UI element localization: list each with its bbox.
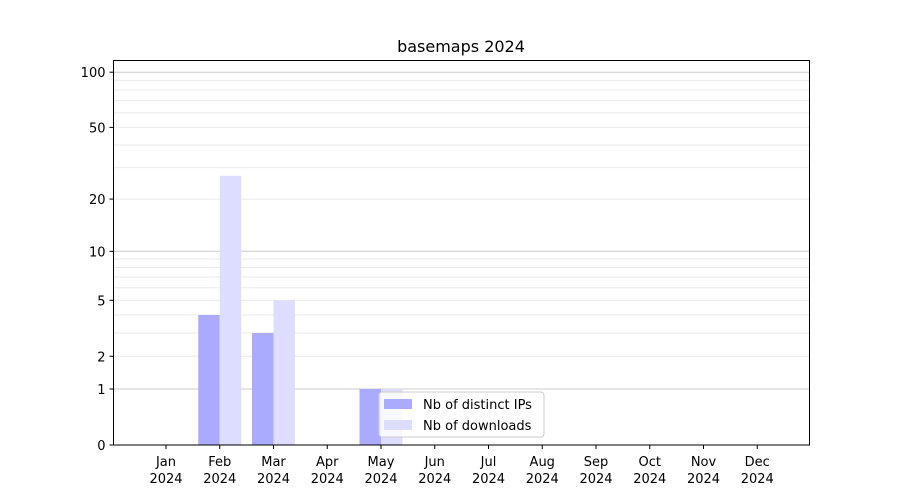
- bar-distinct-ips: [359, 389, 381, 445]
- bar-distinct-ips: [198, 314, 220, 445]
- x-tick-label-year: 2024: [418, 472, 451, 487]
- x-tick-label: Mar: [261, 455, 286, 470]
- x-tick-label-year: 2024: [579, 472, 612, 487]
- x-tick-label: Sep: [584, 455, 609, 470]
- x-tick-label: Nov: [691, 455, 717, 470]
- x-tick-label-year: 2024: [687, 472, 720, 487]
- legend-label: Nb of downloads: [423, 419, 532, 434]
- y-tick-label: 100: [81, 66, 106, 81]
- x-tick-label-year: 2024: [633, 472, 666, 487]
- x-tick-label: Aug: [530, 455, 555, 470]
- legend: Nb of distinct IPs Nb of downloads: [378, 391, 545, 438]
- x-tick-label: Oct: [639, 455, 661, 470]
- y-tick-label: 0: [97, 439, 105, 454]
- bar-downloads: [273, 300, 295, 445]
- legend-box: [378, 391, 545, 438]
- chart-title: basemaps 2024: [397, 37, 525, 56]
- x-tick-label: May: [368, 455, 395, 470]
- x-tick-label-year: 2024: [203, 472, 236, 487]
- x-tick-label: Apr: [316, 455, 339, 470]
- x-tick-label-year: 2024: [257, 472, 290, 487]
- x-axis: Jan 2024 Feb 2024 Mar 2024 Apr 2024 May 2024 Jun 20…: [149, 445, 774, 487]
- y-tick-label: 5: [97, 294, 105, 309]
- y-tick-label: 2: [97, 350, 105, 365]
- bars: [198, 175, 403, 445]
- y-tick-label: 1: [97, 383, 105, 398]
- bar-downloads: [219, 175, 242, 445]
- legend-label: Nb of distinct IPs: [423, 398, 532, 413]
- y-tick-label: 50: [89, 121, 106, 136]
- x-tick-label-year: 2024: [472, 472, 505, 487]
- x-tick-label: Jun: [424, 455, 445, 470]
- x-tick-label-year: 2024: [526, 472, 559, 487]
- x-tick-label: Jan: [155, 455, 176, 470]
- y-axis: 0 1 2 5 10 20 50 100: [81, 66, 114, 454]
- x-tick-label: Feb: [208, 455, 231, 470]
- y-tick-label: 10: [89, 245, 106, 260]
- x-tick-label: Dec: [745, 455, 770, 470]
- x-tick-label: Jul: [480, 455, 497, 470]
- x-tick-label-year: 2024: [364, 472, 397, 487]
- legend-swatch: [384, 420, 412, 430]
- x-tick-label-year: 2024: [311, 472, 344, 487]
- x-tick-label-year: 2024: [741, 472, 774, 487]
- plot-frame: [113, 60, 810, 446]
- y-tick-label: 20: [89, 193, 106, 208]
- bar-distinct-ips: [252, 333, 274, 445]
- legend-swatch: [384, 399, 412, 409]
- x-tick-label-year: 2024: [149, 472, 182, 487]
